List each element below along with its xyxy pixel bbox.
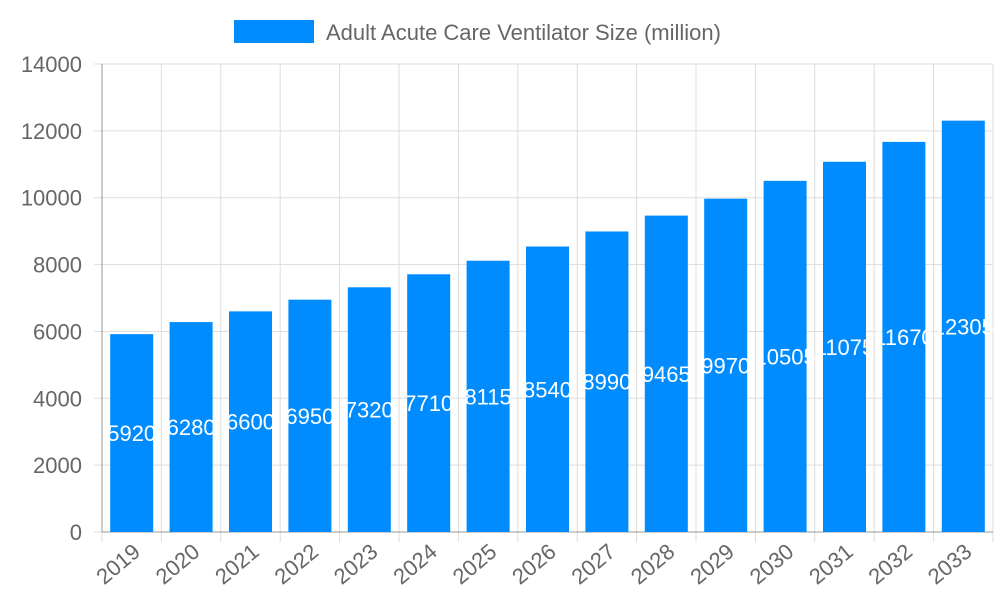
x-tick-label: 2031 bbox=[804, 539, 858, 590]
data-label: 9465 bbox=[642, 362, 691, 387]
legend-swatch bbox=[234, 20, 314, 43]
y-tick-label: 12000 bbox=[21, 119, 82, 144]
x-tick-label: 2027 bbox=[567, 539, 621, 590]
x-tick-label: 2026 bbox=[507, 539, 561, 590]
y-tick-label: 0 bbox=[70, 520, 82, 545]
y-tick-label: 2000 bbox=[33, 453, 82, 478]
data-label: 8115 bbox=[464, 384, 511, 409]
data-label: 6280 bbox=[167, 415, 216, 440]
data-label: 10505 bbox=[755, 344, 816, 369]
bar bbox=[347, 287, 391, 532]
bar bbox=[823, 161, 866, 532]
x-tick-label: 2024 bbox=[388, 539, 442, 590]
x-tick-label: 2020 bbox=[151, 539, 205, 590]
bar bbox=[941, 120, 985, 532]
x-tick-label: 2030 bbox=[745, 539, 799, 590]
y-tick-label: 14000 bbox=[21, 52, 82, 77]
data-label: 11075 bbox=[815, 335, 875, 360]
bar bbox=[169, 322, 213, 532]
data-label: 12305 bbox=[933, 314, 994, 339]
bar bbox=[229, 311, 272, 532]
bar bbox=[882, 141, 926, 533]
x-tick-label: 2025 bbox=[448, 539, 502, 590]
x-tick-label: 2021 bbox=[210, 539, 264, 590]
x-tick-label: 2023 bbox=[329, 539, 383, 590]
x-tick-label: 2029 bbox=[685, 539, 739, 590]
data-label: 11670 bbox=[874, 325, 934, 350]
y-tick-label: 10000 bbox=[21, 186, 82, 211]
bar bbox=[288, 299, 332, 532]
data-label: 8990 bbox=[582, 370, 631, 395]
x-tick-label: 2033 bbox=[923, 539, 977, 590]
data-label: 7710 bbox=[404, 391, 453, 416]
bar bbox=[704, 198, 748, 532]
y-tick-label: 6000 bbox=[33, 319, 82, 344]
data-label: 8540 bbox=[523, 377, 572, 402]
bar bbox=[585, 231, 629, 532]
x-tick-label: 2022 bbox=[270, 539, 324, 590]
bar bbox=[526, 246, 569, 532]
y-tick-label: 8000 bbox=[33, 253, 82, 278]
data-label: 6950 bbox=[285, 404, 334, 429]
data-label: 6600 bbox=[226, 410, 275, 435]
x-tick-label: 2019 bbox=[91, 539, 145, 590]
bar bbox=[466, 260, 510, 532]
bar bbox=[763, 180, 807, 532]
y-tick-label: 4000 bbox=[33, 386, 82, 411]
legend-label: Adult Acute Care Ventilator Size (millio… bbox=[326, 20, 721, 45]
x-tick-label: 2032 bbox=[864, 539, 918, 590]
bar bbox=[407, 274, 451, 532]
data-label: 9970 bbox=[701, 353, 750, 378]
data-label: 7320 bbox=[345, 398, 394, 423]
bar bbox=[644, 215, 688, 532]
x-tick-label: 2028 bbox=[626, 539, 680, 590]
data-label: 5920 bbox=[107, 421, 156, 446]
bar bbox=[110, 334, 154, 532]
